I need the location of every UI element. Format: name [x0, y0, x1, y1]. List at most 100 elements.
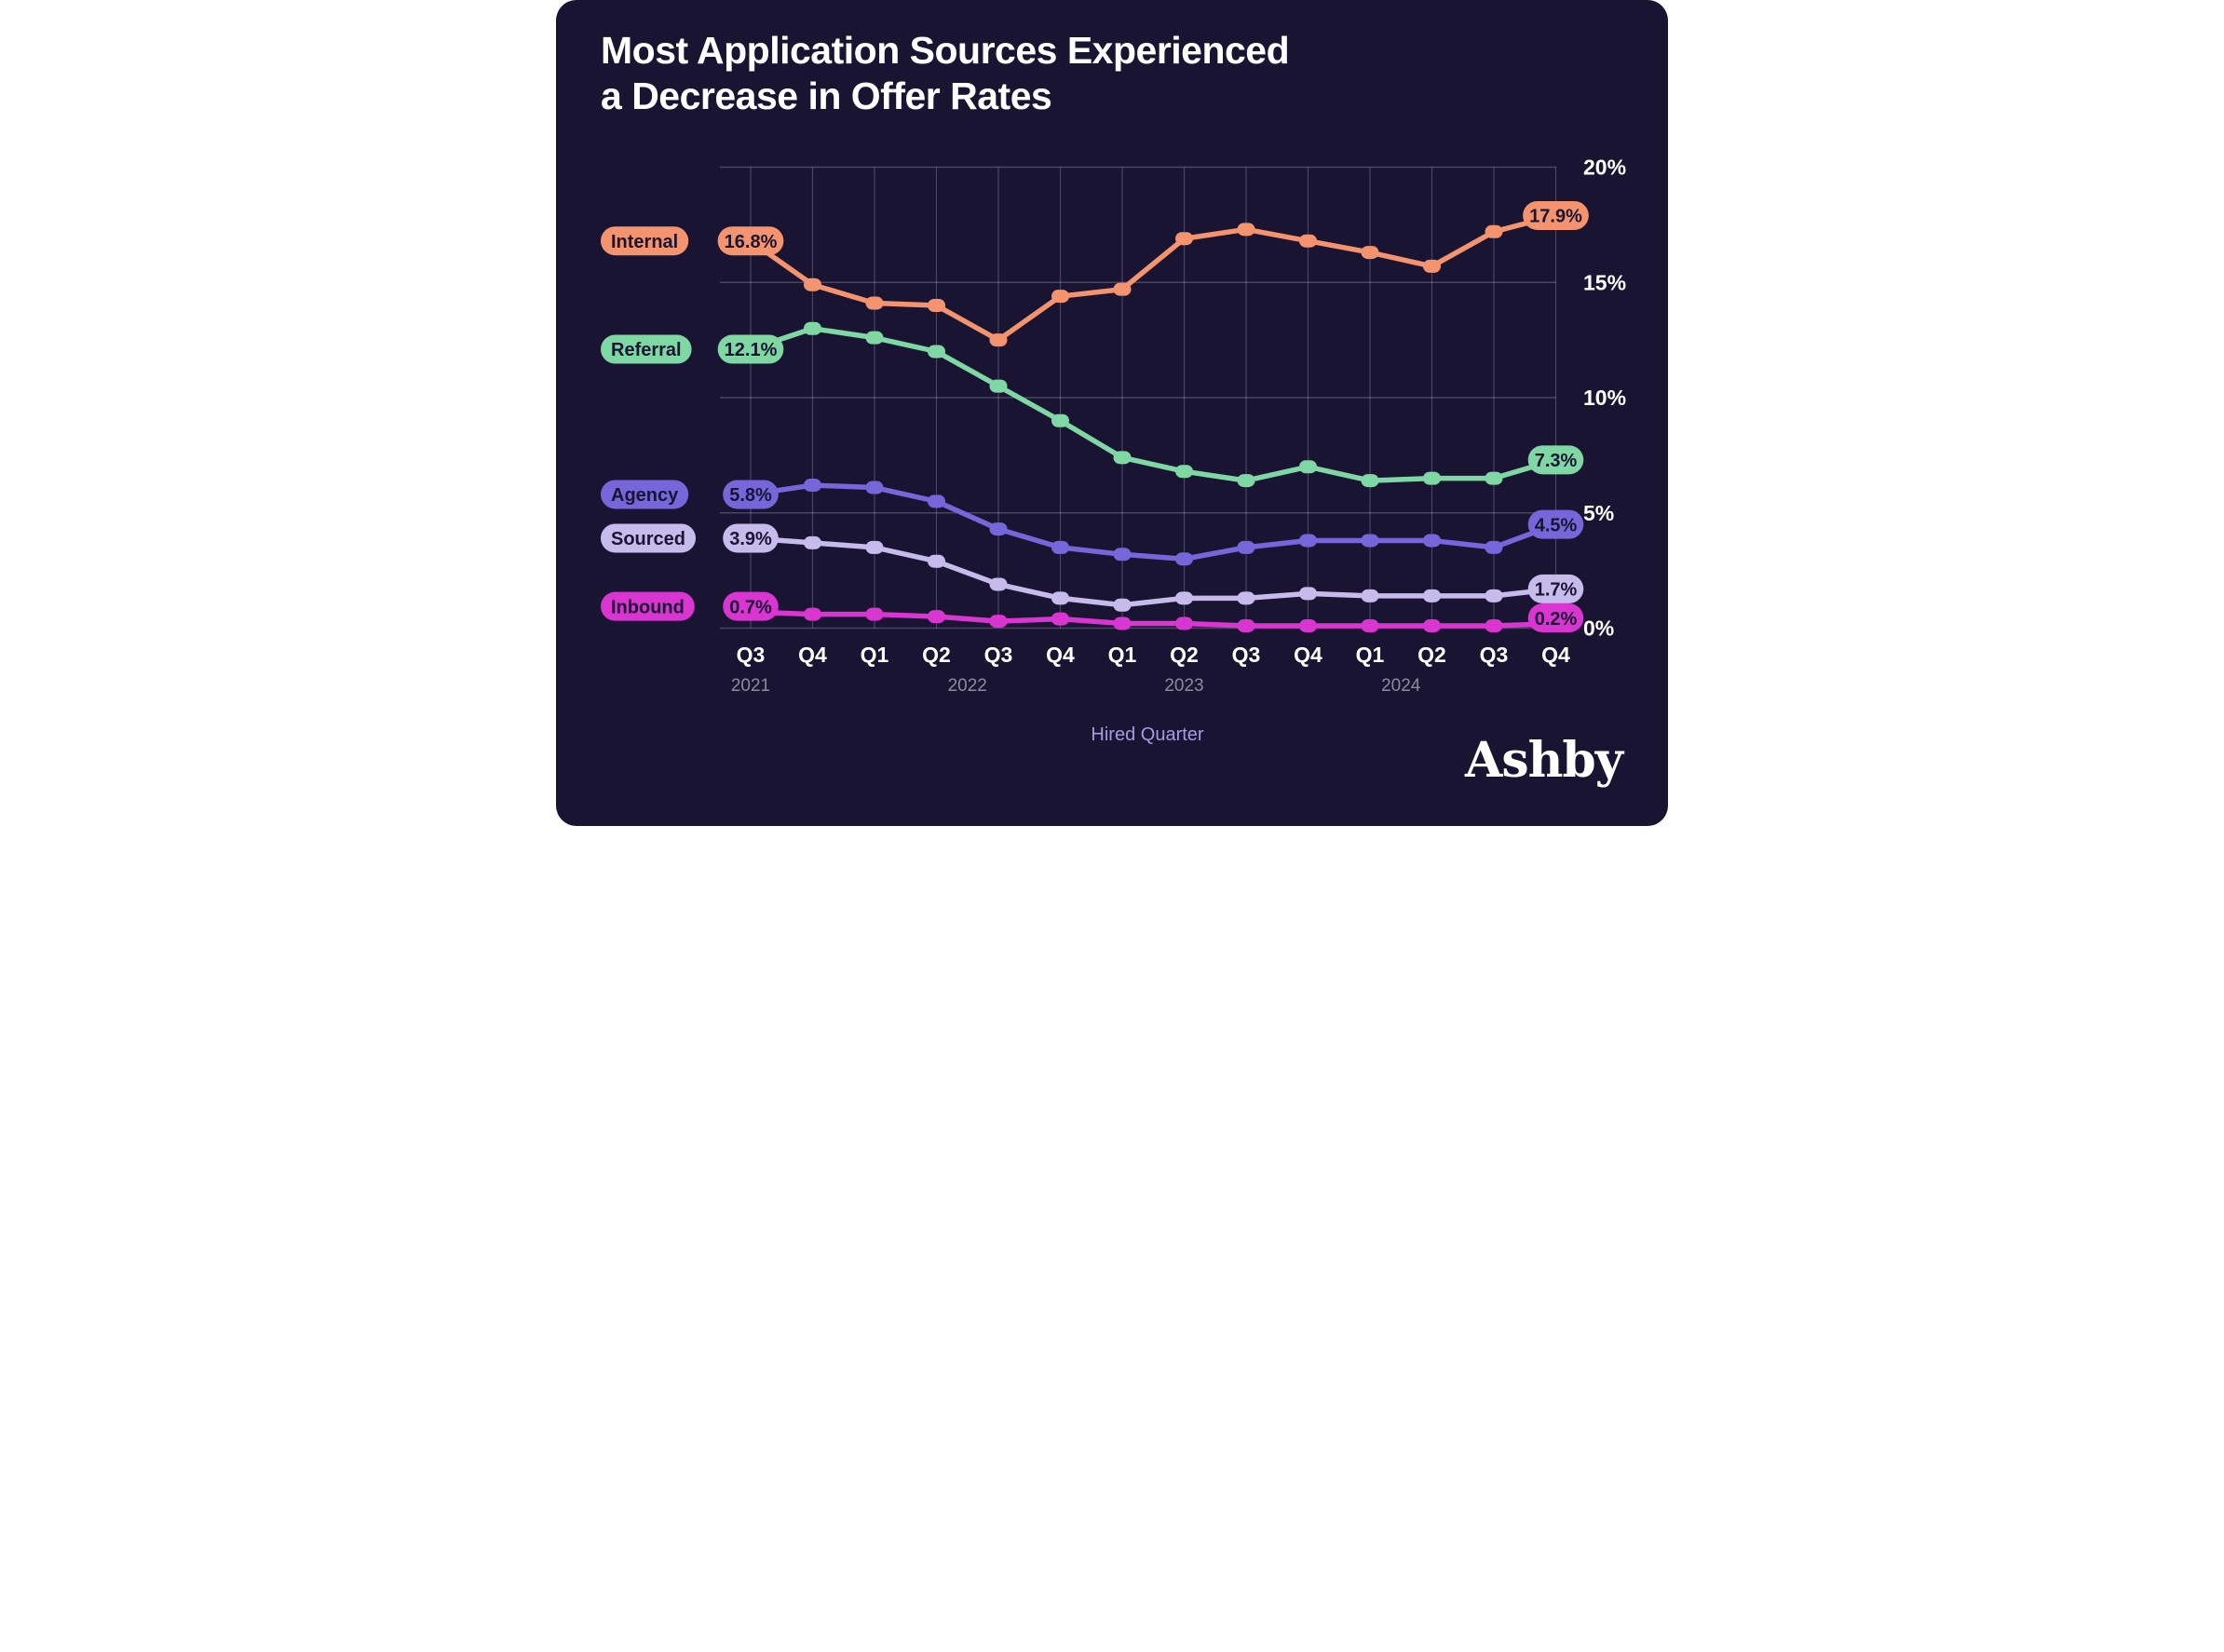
data-point: [865, 331, 884, 345]
data-point: [1361, 534, 1379, 548]
data-point: [1299, 534, 1317, 548]
svg-text:Inbound: Inbound: [611, 597, 685, 617]
x-tick-label: Q4: [1046, 643, 1075, 667]
x-tick-label: Q1: [1356, 643, 1385, 667]
year-label: 2023: [1164, 676, 1203, 696]
data-point: [989, 522, 1008, 536]
year-label: 2022: [948, 676, 987, 696]
data-point: [865, 607, 884, 621]
data-point: [1237, 591, 1255, 605]
data-point: [1361, 619, 1379, 633]
series-line-inbound: [748, 609, 1559, 629]
x-tick-label: Q1: [1108, 643, 1137, 667]
data-point: [804, 321, 821, 335]
data-point: [1237, 223, 1255, 237]
data-point: [1113, 548, 1132, 562]
svg-text:5.8%: 5.8%: [729, 485, 772, 506]
data-point: [1485, 540, 1503, 554]
data-point: [1175, 552, 1193, 566]
svg-text:0.2%: 0.2%: [1535, 609, 1578, 630]
data-point: [1299, 234, 1317, 248]
data-point: [1299, 460, 1317, 474]
data-point: [1113, 282, 1132, 296]
data-point: [1423, 534, 1441, 548]
svg-text:0.7%: 0.7%: [729, 597, 772, 617]
data-point: [1175, 465, 1193, 479]
svg-text:1.7%: 1.7%: [1535, 580, 1578, 601]
svg-text:16.8%: 16.8%: [725, 232, 778, 252]
data-point: [928, 610, 945, 624]
data-point: [804, 607, 821, 621]
legend-pill-agency: Agency: [601, 480, 689, 509]
end-value-pill-referral: 7.3%: [1527, 445, 1584, 475]
data-point: [804, 535, 821, 549]
svg-text:Internal: Internal: [611, 232, 678, 252]
data-point: [1113, 616, 1132, 630]
data-point: [989, 379, 1008, 393]
x-tick-label: Q3: [1232, 643, 1261, 667]
data-point: [804, 479, 821, 493]
end-value-pill-internal: 17.9%: [1523, 200, 1589, 230]
data-point: [1113, 598, 1132, 612]
legend-pill-inbound: Inbound: [601, 591, 695, 621]
data-point: [1485, 619, 1503, 633]
x-tick-label: Q3: [737, 643, 766, 667]
svg-text:7.3%: 7.3%: [1535, 451, 1578, 471]
ashby-logo: Ashby: [1464, 732, 1623, 789]
data-point: [1051, 290, 1069, 304]
infographic-canvas: 16.8% 17.9% Internal 12.1% 7.3% Referral 5.8% 4…: [556, 0, 1668, 826]
data-point: [1423, 471, 1441, 485]
end-value-pill-inbound: 0.2%: [1527, 603, 1584, 633]
y-tick-label: 15%: [1583, 270, 1626, 294]
data-point: [928, 345, 945, 359]
x-tick-label: Q3: [1480, 643, 1509, 667]
start-value-pill-inbound: 0.7%: [723, 591, 779, 621]
data-point: [989, 333, 1008, 347]
x-tick-label: Q2: [1417, 643, 1446, 667]
data-point: [1237, 540, 1255, 554]
data-point: [1299, 587, 1317, 601]
data-point: [1175, 591, 1193, 605]
data-point: [865, 540, 884, 554]
x-tick-label: Q2: [922, 643, 951, 667]
data-point: [1113, 451, 1132, 465]
data-point: [865, 296, 884, 310]
y-tick-label: 0%: [1583, 616, 1614, 641]
start-value-pill-referral: 12.1%: [717, 334, 784, 364]
chart-title-line2: a Decrease in Offer Rates: [601, 74, 1052, 117]
year-label: 2024: [1381, 676, 1421, 696]
x-tick-label: Q4: [1541, 643, 1570, 667]
x-tick-label: Q4: [798, 643, 827, 667]
data-point: [804, 278, 821, 291]
series-line-agency: [748, 482, 1559, 562]
y-tick-label: 10%: [1583, 386, 1626, 410]
end-value-pill-sourced: 1.7%: [1527, 574, 1584, 603]
legend-pill-referral: Referral: [601, 334, 692, 364]
year-label: 2021: [731, 676, 770, 696]
data-point: [1051, 612, 1069, 626]
svg-text:3.9%: 3.9%: [729, 529, 772, 549]
start-value-pill-agency: 5.8%: [723, 480, 779, 509]
start-value-pill-sourced: 3.9%: [723, 523, 779, 553]
series-line-referral: [748, 326, 1559, 483]
legend-pill-internal: Internal: [601, 226, 689, 256]
data-point: [1051, 413, 1069, 427]
data-point: [928, 554, 945, 568]
data-point: [1361, 474, 1379, 488]
svg-text:12.1%: 12.1%: [725, 340, 778, 360]
svg-text:Sourced: Sourced: [611, 529, 685, 549]
series-line-sourced: [748, 535, 1559, 608]
data-point: [1299, 619, 1317, 633]
data-point: [928, 299, 945, 312]
x-tick-label: Q1: [861, 643, 889, 667]
data-point: [1175, 232, 1193, 246]
data-point: [1361, 589, 1379, 603]
svg-text:Referral: Referral: [611, 340, 682, 360]
data-point: [928, 494, 945, 508]
data-point: [1237, 474, 1255, 488]
line-chart: 16.8% 17.9% Internal 12.1% 7.3% Referral 5.8% 4…: [601, 156, 1626, 696]
svg-text:4.5%: 4.5%: [1535, 515, 1578, 535]
svg-text:17.9%: 17.9%: [1529, 207, 1582, 227]
svg-text:Agency: Agency: [611, 485, 679, 506]
legend-pill-sourced: Sourced: [601, 523, 697, 553]
